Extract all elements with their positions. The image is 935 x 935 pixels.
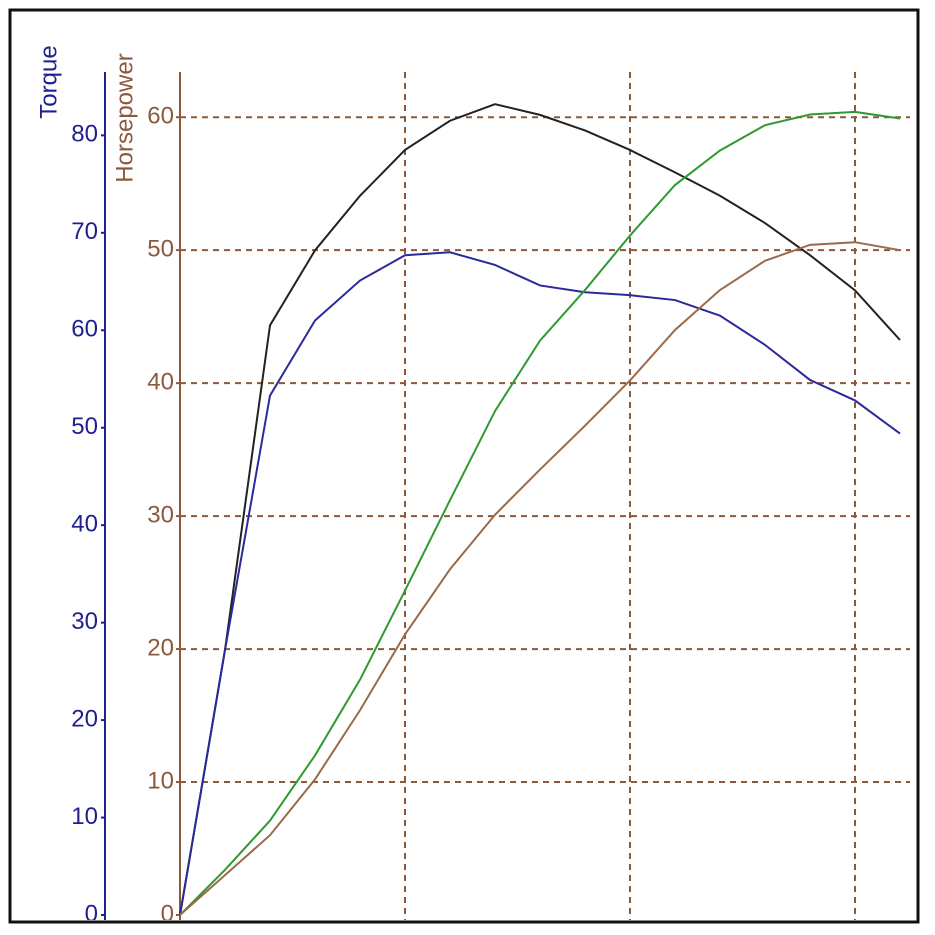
y-tick-label: 50 [147,236,174,263]
y2-axis-title: Torque [35,45,62,118]
series-line [179,241,901,916]
plot-area: Torque Horsepower 0 10 20 30 40 50 60 0 10 20 30 40… [35,45,910,927]
y2-tick-label: 10 [71,803,98,830]
y-axis-title: Horsepower [111,53,138,182]
y2-tick-label: 0 [85,900,98,927]
y2-tick-label: 70 [71,218,98,245]
y-tick-label: 0 [161,900,174,927]
y2-tick-label: 40 [71,511,98,538]
series-line [179,103,901,916]
y2-tick-label: 50 [71,413,98,440]
y2-tick-label: 20 [71,705,98,732]
y2-tick-label: 30 [71,608,98,635]
y2-tick-label: 60 [71,316,98,343]
y-tick-label: 60 [147,103,174,130]
y-tick-label: 20 [147,634,174,661]
y2-tick-label: 80 [71,121,98,148]
y-tick-label: 30 [147,501,174,528]
series-line [179,251,901,916]
series-line [179,110,901,916]
frame [8,8,920,924]
y-tick-label: 10 [147,767,174,794]
y-tick-label: 40 [147,368,174,395]
